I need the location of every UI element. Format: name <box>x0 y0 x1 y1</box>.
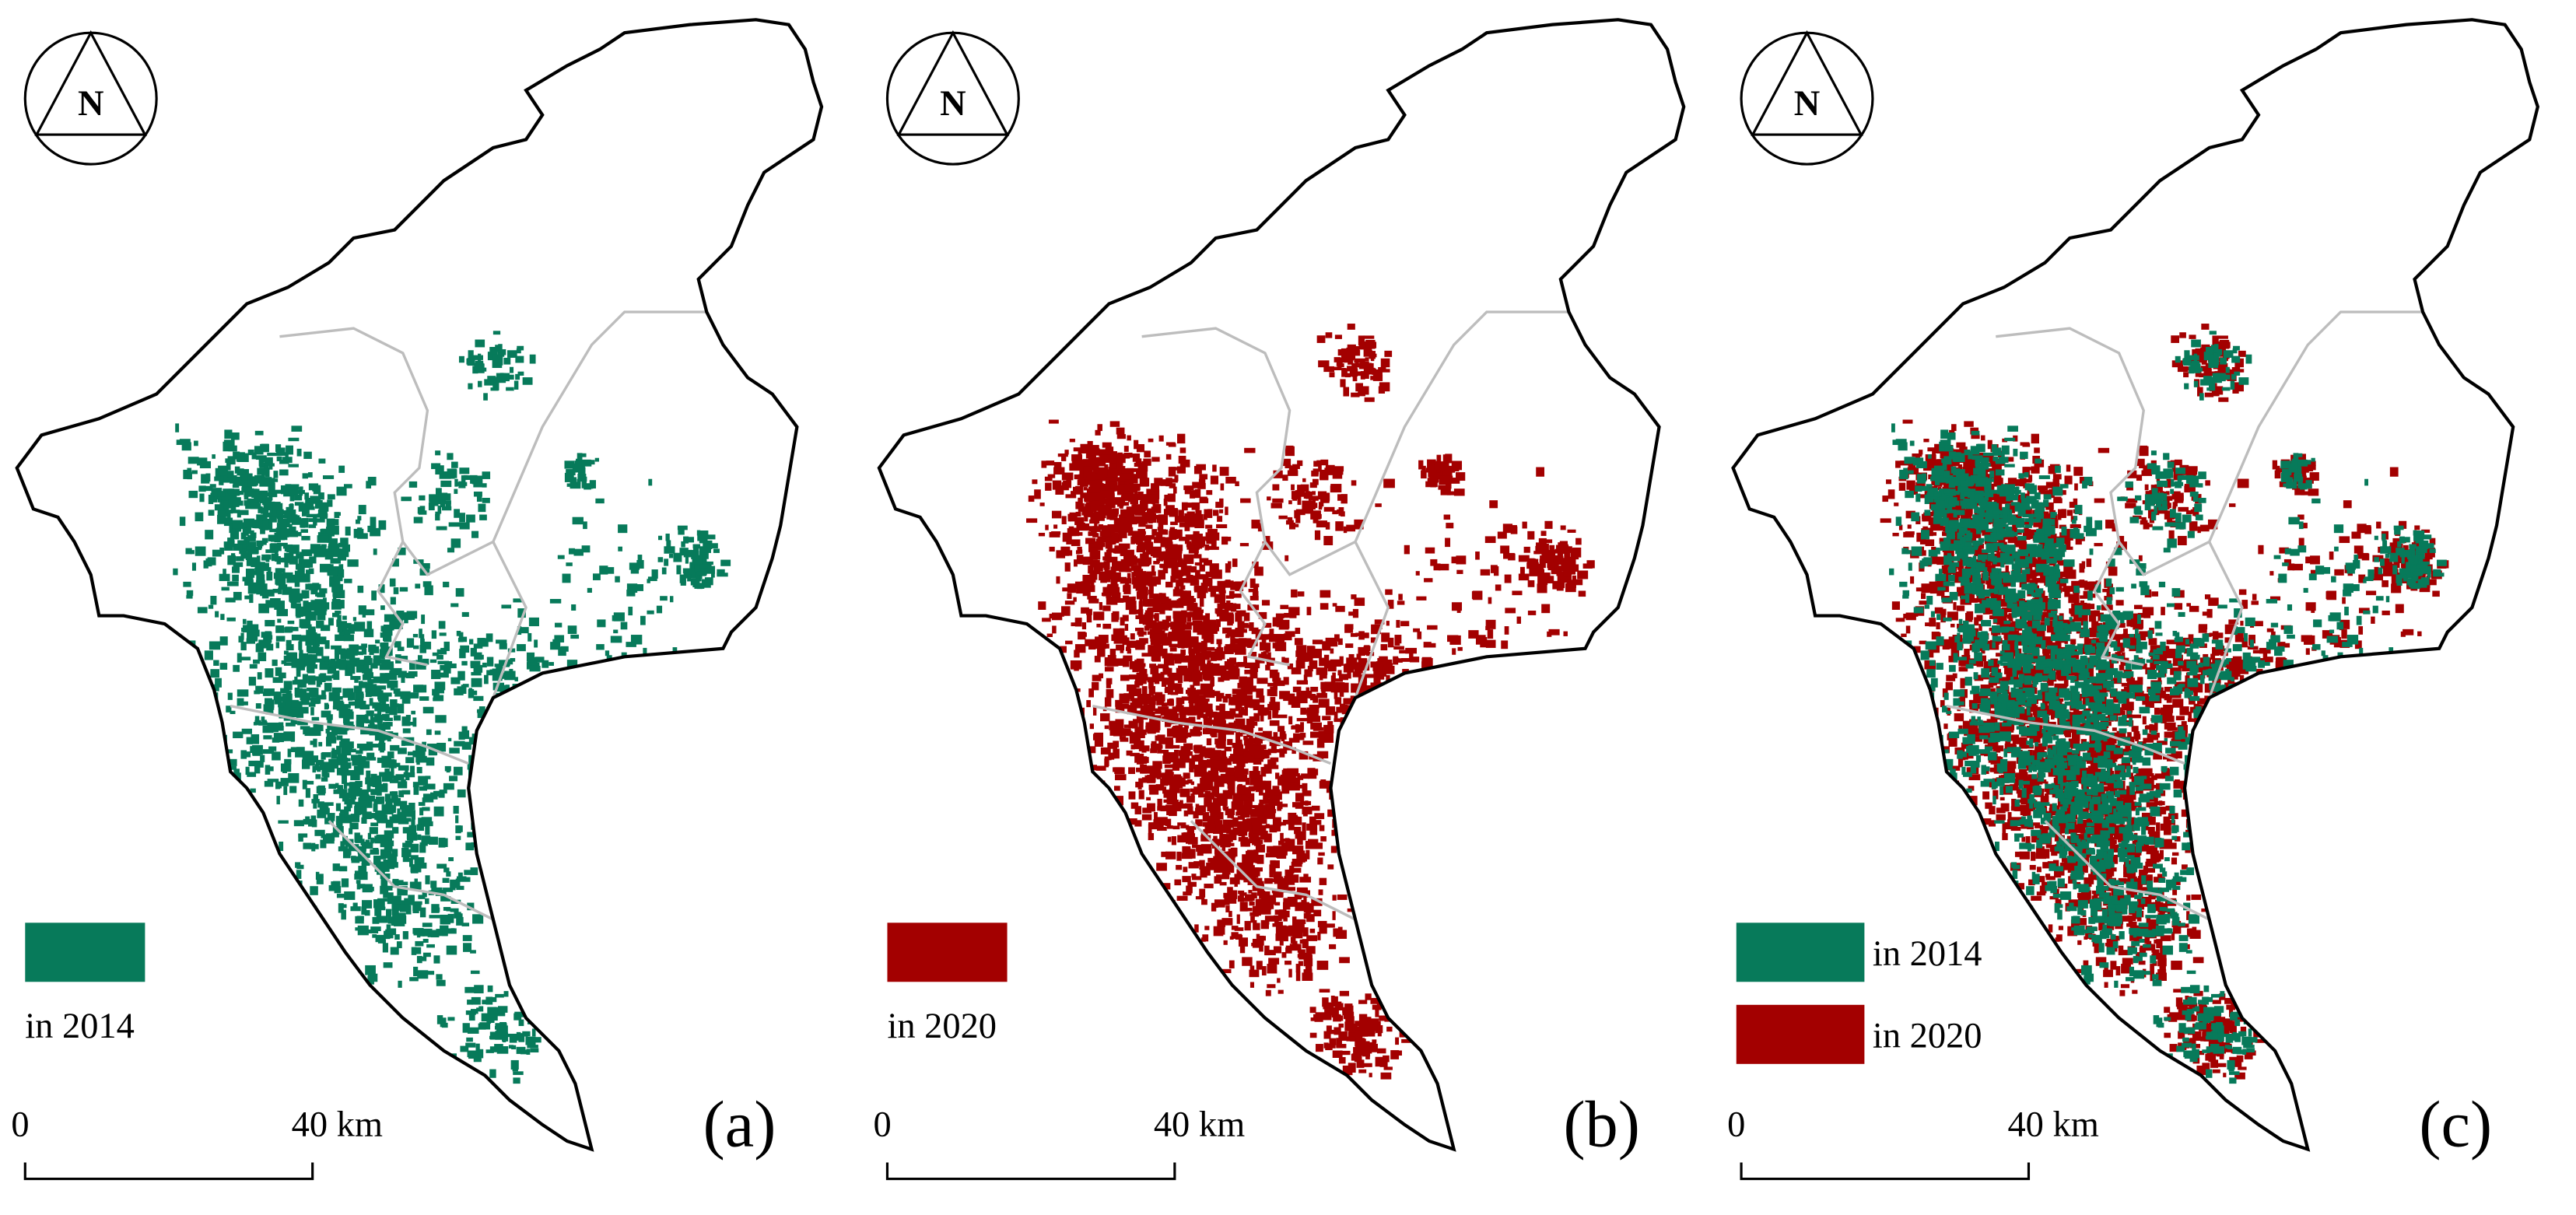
legend-swatch <box>25 923 145 982</box>
panel-label: (c) <box>2419 1088 2492 1161</box>
north-label: N <box>78 84 104 124</box>
map-panel: Nin 2020 0 40 km (b) <box>874 19 1684 1181</box>
scale-bar <box>23 1162 314 1181</box>
north-label: N <box>940 84 966 124</box>
scale-start: 0 <box>1727 1105 1745 1145</box>
scale-end: 40 km <box>2007 1105 2098 1145</box>
panel-label: (a) <box>703 1088 776 1161</box>
scale-bar <box>1740 1162 2031 1181</box>
legend-swatch <box>1736 923 1865 982</box>
legend-label: in 2020 <box>887 1007 997 1046</box>
scale-start: 0 <box>11 1105 29 1145</box>
scale-end: 40 km <box>292 1105 383 1145</box>
map-panel: Nin 2014 in 2020 0 40 km (c) <box>1727 19 2538 1181</box>
legend-swatch <box>1736 1004 1865 1064</box>
legend-swatch <box>887 923 1008 982</box>
legend-label: in 2014 <box>1873 934 1982 974</box>
legend-label: in 2014 <box>25 1007 135 1046</box>
north-label: N <box>1794 84 1821 124</box>
scale-bar <box>885 1162 1176 1181</box>
scale-start: 0 <box>874 1105 892 1145</box>
panel-label: (b) <box>1563 1088 1639 1161</box>
map-panel: Nin 2014 0 40 km (a) <box>11 19 822 1181</box>
scale-end: 40 km <box>1154 1105 1245 1145</box>
legend-label: in 2020 <box>1873 1017 1982 1056</box>
